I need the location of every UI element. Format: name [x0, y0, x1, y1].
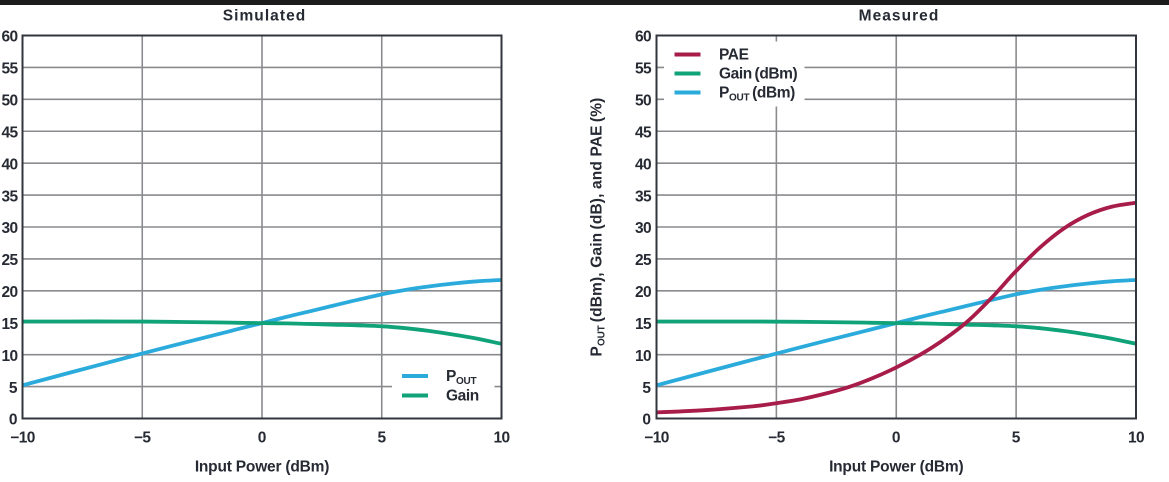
svg-text:Gain: Gain [446, 388, 479, 405]
svg-text:30: 30 [635, 220, 651, 237]
svg-text:−10: −10 [644, 429, 669, 446]
svg-text:25: 25 [635, 252, 652, 269]
svg-text:Simulated: Simulated [223, 8, 307, 25]
svg-text:35: 35 [1, 188, 18, 205]
svg-text:Measured: Measured [859, 8, 940, 25]
svg-text:40: 40 [1, 156, 17, 173]
svg-text:0: 0 [892, 429, 901, 446]
svg-text:50: 50 [635, 93, 651, 110]
svg-text:20: 20 [635, 284, 651, 301]
svg-text:5: 5 [642, 380, 651, 397]
svg-text:15: 15 [1, 316, 18, 333]
svg-text:50: 50 [1, 93, 17, 110]
svg-text:60: 60 [1, 29, 17, 46]
svg-text:10: 10 [493, 429, 509, 446]
svg-text:35: 35 [635, 188, 652, 205]
svg-text:0: 0 [9, 412, 18, 429]
svg-text:POUT (dBm), Gain (dB), and PAE: POUT (dBm), Gain (dB), and PAE (%) [589, 98, 608, 357]
svg-text:45: 45 [635, 124, 652, 141]
svg-text:5: 5 [9, 380, 18, 397]
svg-text:−10: −10 [10, 429, 35, 446]
svg-text:55: 55 [635, 61, 652, 78]
svg-text:10: 10 [635, 348, 651, 365]
svg-text:−5: −5 [768, 429, 785, 446]
svg-text:40: 40 [635, 156, 651, 173]
svg-text:−5: −5 [134, 429, 151, 446]
svg-text:Input Power (dBm): Input Power (dBm) [829, 459, 963, 476]
svg-text:15: 15 [635, 316, 652, 333]
svg-text:5: 5 [1012, 429, 1021, 446]
svg-text:PAE: PAE [719, 47, 749, 64]
svg-text:30: 30 [1, 220, 17, 237]
svg-text:Input Power (dBm): Input Power (dBm) [195, 459, 329, 476]
svg-text:60: 60 [635, 29, 651, 46]
svg-text:0: 0 [258, 429, 267, 446]
svg-text:Gain (dBm): Gain (dBm) [719, 66, 798, 83]
svg-text:0: 0 [642, 412, 651, 429]
svg-text:10: 10 [1, 348, 17, 365]
svg-text:10: 10 [1128, 429, 1144, 446]
svg-text:25: 25 [1, 252, 18, 269]
svg-text:55: 55 [1, 61, 18, 78]
svg-text:5: 5 [377, 429, 386, 446]
svg-text:45: 45 [1, 124, 18, 141]
svg-text:20: 20 [1, 284, 17, 301]
